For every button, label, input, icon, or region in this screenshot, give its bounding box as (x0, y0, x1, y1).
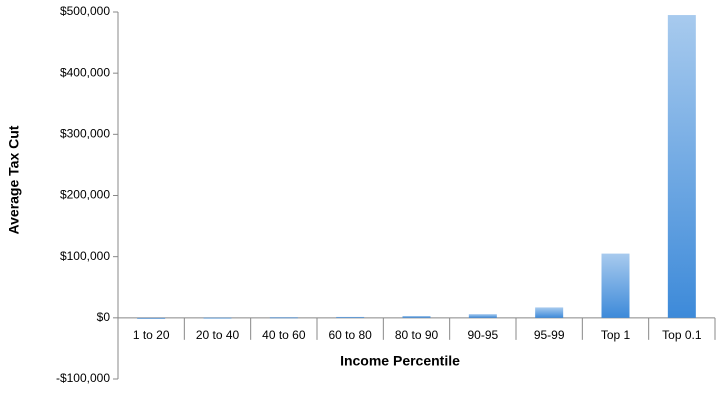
x-tick-label: Top 1 (601, 328, 631, 342)
bar (402, 315, 431, 318)
bar (601, 253, 630, 318)
y-tick-label: $500,000 (60, 4, 110, 18)
bar (535, 307, 564, 318)
bar (667, 15, 696, 318)
y-tick-label: $0 (97, 310, 111, 324)
x-tick-label: 60 to 80 (328, 328, 372, 342)
x-axis-label: Income Percentile (340, 353, 460, 369)
x-tick-label: 90-95 (467, 328, 498, 342)
x-tick-label: 95-99 (534, 328, 565, 342)
bar (137, 317, 166, 319)
x-tick-label: 20 to 40 (196, 328, 240, 342)
y-tick-label: $300,000 (60, 127, 110, 141)
y-tick-label: -$100,000 (56, 371, 110, 385)
x-tick-label: 40 to 60 (262, 328, 306, 342)
bar (336, 316, 365, 318)
x-tick-label: 1 to 20 (133, 328, 170, 342)
bar (203, 317, 232, 319)
x-tick-label: Top 0.1 (662, 328, 702, 342)
bar (269, 317, 298, 319)
y-tick-label: $100,000 (60, 249, 110, 263)
y-axis-label: Average Tax Cut (6, 125, 22, 234)
bar (468, 314, 497, 318)
y-tick-label: $200,000 (60, 188, 110, 202)
x-tick-label: 80 to 90 (395, 328, 439, 342)
y-tick-label: $400,000 (60, 65, 110, 79)
